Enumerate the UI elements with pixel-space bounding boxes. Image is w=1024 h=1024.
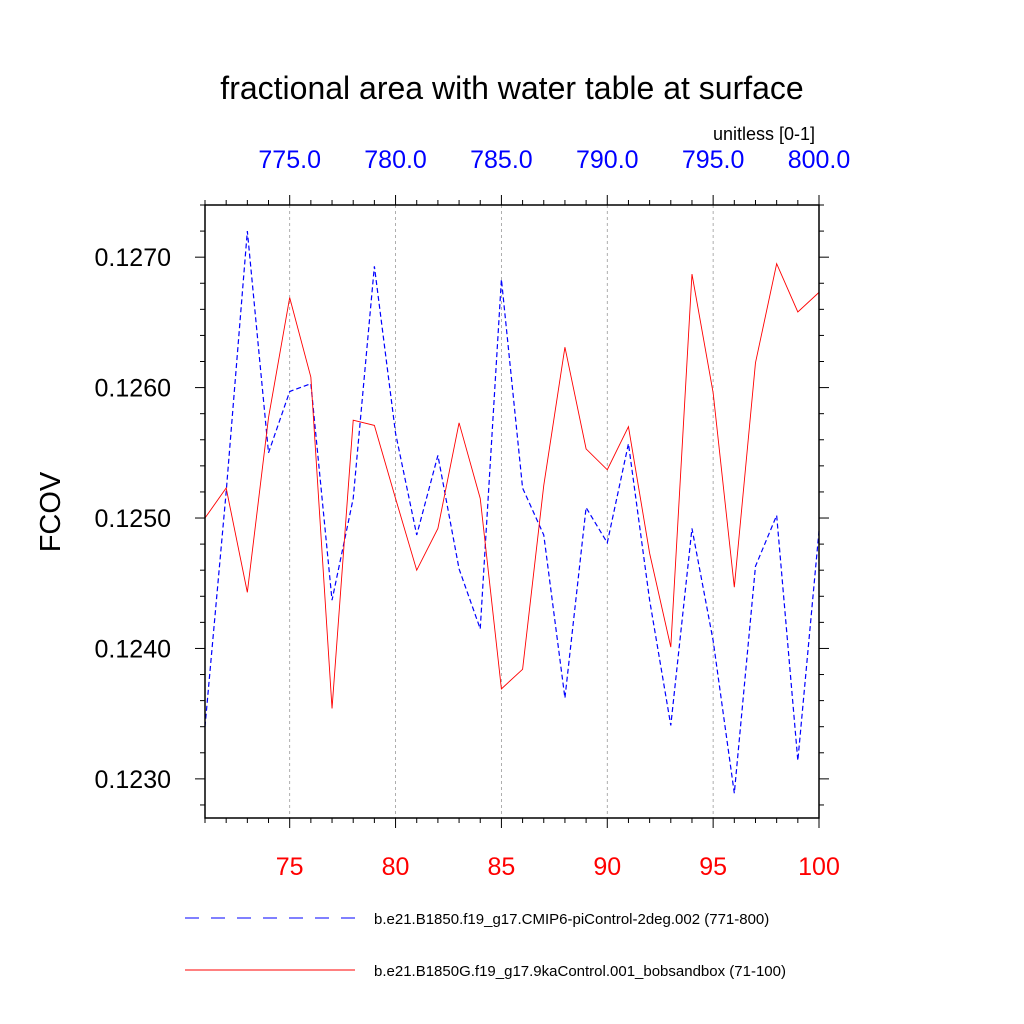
series-line-red-solid bbox=[204, 262, 820, 709]
top-axis-tick-label: 780.0 bbox=[364, 146, 427, 174]
series-lines bbox=[204, 231, 820, 794]
y-tick-label: 0.1270 bbox=[95, 244, 171, 272]
legend-label: b.e21.B1850G.f19_g17.9kaControl.001_bobs… bbox=[374, 963, 786, 980]
units-label: unitless [0-1] bbox=[713, 124, 815, 144]
top-axis-tick-label: 800.0 bbox=[788, 146, 851, 174]
y-tick-label: 0.1240 bbox=[95, 635, 171, 663]
y-axis-label: FCOV bbox=[35, 471, 67, 552]
bottom-axis-tick-labels: 75 80 85 90 95 100 bbox=[276, 853, 840, 881]
bottom-axis-tick-label: 85 bbox=[488, 853, 516, 881]
bottom-axis-tick-label: 90 bbox=[593, 853, 621, 881]
top-axis-tick-labels: 775.0 780.0 785.0 790.0 795.0 800.0 bbox=[258, 146, 850, 174]
y-tick-label: 0.1230 bbox=[95, 766, 171, 794]
bottom-axis-tick-label: 75 bbox=[276, 853, 304, 881]
legend-label: b.e21.B1850.f19_g17.CMIP6-piControl-2deg… bbox=[374, 911, 769, 928]
bottom-axis-tick-label: 80 bbox=[382, 853, 410, 881]
series-line-blue-dashed bbox=[204, 231, 820, 794]
y-tick-label: 0.1260 bbox=[95, 375, 171, 403]
vertical-gridlines bbox=[289, 205, 714, 818]
axis-ticks bbox=[195, 195, 829, 828]
y-tick-label: 0.1250 bbox=[95, 505, 171, 533]
top-axis-tick-label: 785.0 bbox=[470, 146, 533, 174]
bottom-axis-tick-label: 95 bbox=[699, 853, 727, 881]
top-axis-tick-label: 775.0 bbox=[258, 146, 321, 174]
plot-frame bbox=[204, 204, 820, 819]
chart-title: fractional area with water table at surf… bbox=[220, 70, 803, 106]
top-axis-tick-label: 790.0 bbox=[576, 146, 639, 174]
bottom-axis-tick-label: 100 bbox=[798, 853, 840, 881]
legend: b.e21.B1850.f19_g17.CMIP6-piControl-2deg… bbox=[185, 911, 786, 980]
top-axis-tick-label: 795.0 bbox=[682, 146, 745, 174]
y-tick-labels: 0.1230 0.1240 0.1250 0.1260 0.1270 bbox=[95, 244, 171, 794]
